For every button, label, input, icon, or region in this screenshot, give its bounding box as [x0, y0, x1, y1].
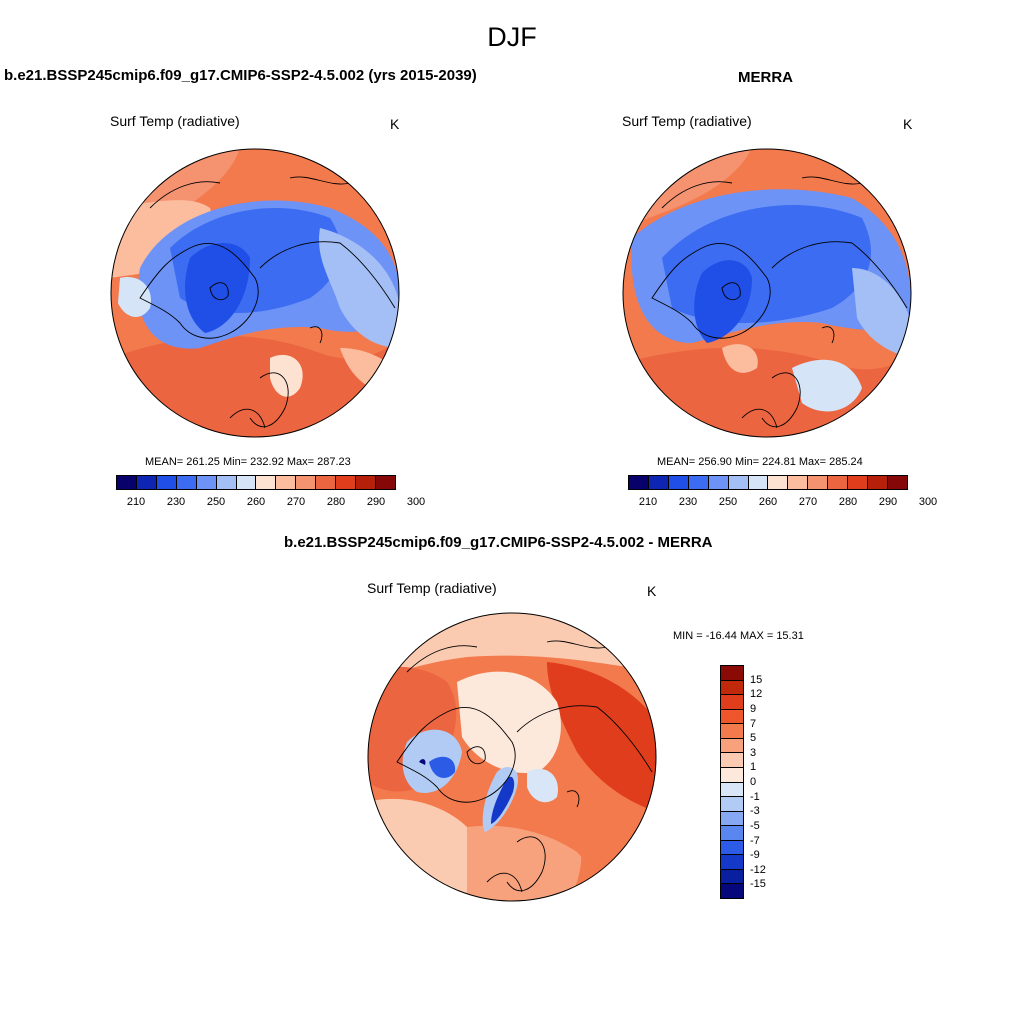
panel-1-colorbar-swatch	[196, 476, 217, 489]
panel-3-colorbar-tick: -1	[750, 790, 760, 803]
panel-3-colorbar-tick: -7	[750, 834, 760, 847]
panel-2-units: K	[903, 116, 913, 132]
panel-1-colorbar-swatch	[216, 476, 237, 489]
panel-2-title: MERRA	[738, 69, 793, 86]
panel-3-colorbar-swatch	[721, 724, 743, 739]
panel-2-stats: MEAN= 256.90 Min= 224.81 Max= 285.24	[657, 456, 863, 468]
panel-3-colorbar-swatch	[721, 738, 743, 754]
figure-title: DJF	[487, 22, 537, 52]
panel-1-colorbar-swatch	[117, 476, 137, 489]
panel-1-colorbar-ticks: 210 230 250 260 270 280 290 300	[116, 496, 425, 510]
panel-2-colorbar-swatch	[748, 476, 769, 489]
panel-1-colorbar-tick: 260	[246, 496, 266, 508]
panel-1-title: b.e21.BSSP245cmip6.f09_g17.CMIP6-SSP2-4.…	[4, 67, 477, 84]
panel-1-colorbar-swatch	[336, 476, 357, 489]
panel-2-colorbar-swatch	[868, 476, 888, 489]
panel-3-colorbar-tick: -5	[750, 819, 760, 832]
panel-3-map	[367, 612, 657, 902]
panel-3-colorbar-swatch	[721, 695, 743, 710]
panel-3-colorbar-swatch	[721, 884, 743, 898]
panel-1-colorbar-swatch	[316, 476, 337, 489]
panel-3-colorbar-tick: 3	[750, 746, 757, 759]
panel-3-title: b.e21.BSSP245cmip6.f09_g17.CMIP6-SSP2-4.…	[284, 534, 713, 551]
panel-3-colorbar-tick: 7	[750, 717, 757, 730]
panel-2-colorbar-swatch	[629, 476, 649, 489]
panel-1-colorbar-tick: 250	[206, 496, 226, 508]
panel-2-colorbar-swatch	[788, 476, 809, 489]
panel-2-colorbar-tick: 270	[798, 496, 818, 508]
panel-2-colorbar-swatch	[768, 476, 789, 489]
panel-3-colorbar-swatch	[721, 797, 743, 812]
panel-3-colorbar-swatch	[721, 855, 743, 870]
panel-3-colorbar-tick: 5	[750, 732, 757, 745]
panel-3-colorbar-swatch	[721, 767, 743, 783]
panel-2-variable: Surf Temp (radiative)	[622, 113, 752, 129]
panel-1-colorbar	[116, 475, 396, 490]
panel-3-colorbar-tick: -9	[750, 849, 760, 862]
panel-1-variable: Surf Temp (radiative)	[110, 113, 240, 129]
panel-3-variable: Surf Temp (radiative)	[367, 580, 497, 596]
panel-2-colorbar-swatch	[668, 476, 689, 489]
panel-1-colorbar-tick: 210	[126, 496, 146, 508]
panel-3-colorbar-tick: -15	[750, 878, 766, 891]
panel-2-colorbar-ticks: 210 230 250 260 270 280 290 300	[628, 496, 937, 510]
panel-3-colorbar	[720, 665, 744, 899]
panel-3-colorbar-swatch	[721, 709, 743, 725]
panel-2-colorbar-tick: 280	[838, 496, 858, 508]
panel-3-colorbar-ticks: 15 12 9 7 5 3 1 0 -1 -3 -5 -7 -9 -12 -15	[750, 665, 790, 899]
panel-3-colorbar-swatch	[721, 753, 743, 768]
panel-1-colorbar-swatch	[256, 476, 277, 489]
panel-1-colorbar-swatch	[356, 476, 376, 489]
panel-1-colorbar-swatch	[176, 476, 197, 489]
panel-3-colorbar-swatch	[721, 666, 743, 681]
panel-2-colorbar-tick: 290	[878, 496, 898, 508]
panel-2-colorbar-tick: 300	[918, 496, 938, 508]
panel-3-colorbar-tick: -3	[750, 805, 760, 818]
panel-2-colorbar-swatch	[648, 476, 669, 489]
panel-2-colorbar-swatch	[808, 476, 829, 489]
panel-1-colorbar-tick: 290	[366, 496, 386, 508]
panel-1-colorbar-swatch	[276, 476, 297, 489]
panel-3-colorbar-swatch	[721, 782, 743, 798]
panel-1-colorbar-swatch	[375, 476, 395, 489]
panel-1-colorbar-tick: 300	[406, 496, 426, 508]
panel-2-map	[622, 148, 912, 438]
panel-3-units: K	[647, 583, 657, 599]
panel-1-colorbar-tick: 230	[166, 496, 186, 508]
panel-2-colorbar-swatch	[848, 476, 869, 489]
panel-3-colorbar-swatch	[721, 840, 743, 856]
panel-2-colorbar-swatch	[688, 476, 709, 489]
panel-2-colorbar-tick: 250	[718, 496, 738, 508]
panel-2-colorbar-tick: 230	[678, 496, 698, 508]
panel-3-colorbar-swatch	[721, 826, 743, 841]
panel-1-stats: MEAN= 261.25 Min= 232.92 Max= 287.23	[145, 456, 351, 468]
panel-1-colorbar-swatch	[156, 476, 177, 489]
panel-1-colorbar-swatch	[136, 476, 157, 489]
panel-3-colorbar-tick: 12	[750, 688, 763, 701]
panel-3-colorbar-tick: 15	[750, 673, 763, 686]
panel-3-colorbar-tick: 0	[750, 776, 757, 788]
panel-1-map	[110, 148, 400, 438]
panel-3-stats: MIN = -16.44 MAX = 15.31	[673, 630, 804, 642]
panel-3-colorbar-swatch	[721, 680, 743, 696]
panel-2-colorbar-tick: 260	[758, 496, 778, 508]
panel-1-colorbar-tick: 270	[286, 496, 306, 508]
panel-3-colorbar-swatch	[721, 811, 743, 827]
panel-1-units: K	[390, 116, 400, 132]
panel-2-colorbar-swatch	[887, 476, 907, 489]
panel-3-colorbar-tick: 1	[750, 761, 757, 774]
panel-1-colorbar-swatch	[236, 476, 257, 489]
panel-2-colorbar	[628, 475, 908, 490]
panel-3-colorbar-tick: -12	[750, 863, 766, 876]
panel-1-colorbar-swatch	[296, 476, 317, 489]
panel-2-colorbar-swatch	[708, 476, 729, 489]
panel-1-colorbar-tick: 280	[326, 496, 346, 508]
panel-2-colorbar-swatch	[728, 476, 749, 489]
panel-3-colorbar-swatch	[721, 869, 743, 885]
panel-2-colorbar-tick: 210	[638, 496, 658, 508]
panel-2-colorbar-swatch	[828, 476, 849, 489]
panel-3-colorbar-tick: 9	[750, 702, 757, 715]
